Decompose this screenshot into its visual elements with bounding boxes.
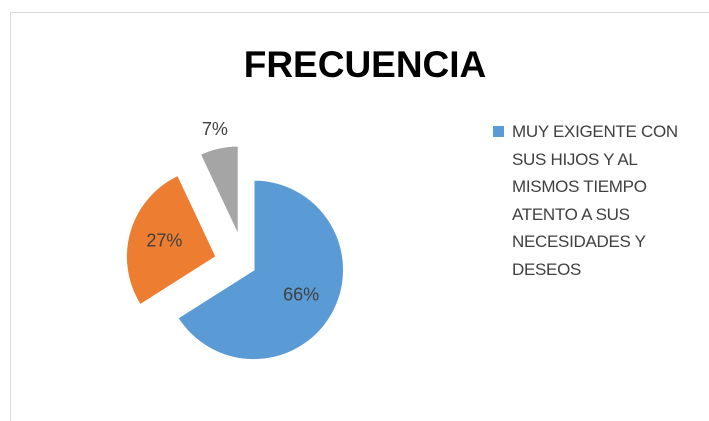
- pie-slice: [176, 179, 345, 361]
- data-label: 7%: [202, 119, 228, 139]
- legend-label: MUY EXIGENTE CON SUS HIJOS Y AL MISMOS T…: [512, 122, 678, 279]
- pie-slice: [125, 174, 218, 306]
- pie-slice: [199, 144, 240, 237]
- data-label: 27%: [146, 230, 182, 250]
- legend-swatch: [493, 126, 504, 137]
- chart-title: FRECUENCIA: [244, 44, 487, 85]
- data-label: 66%: [283, 285, 319, 305]
